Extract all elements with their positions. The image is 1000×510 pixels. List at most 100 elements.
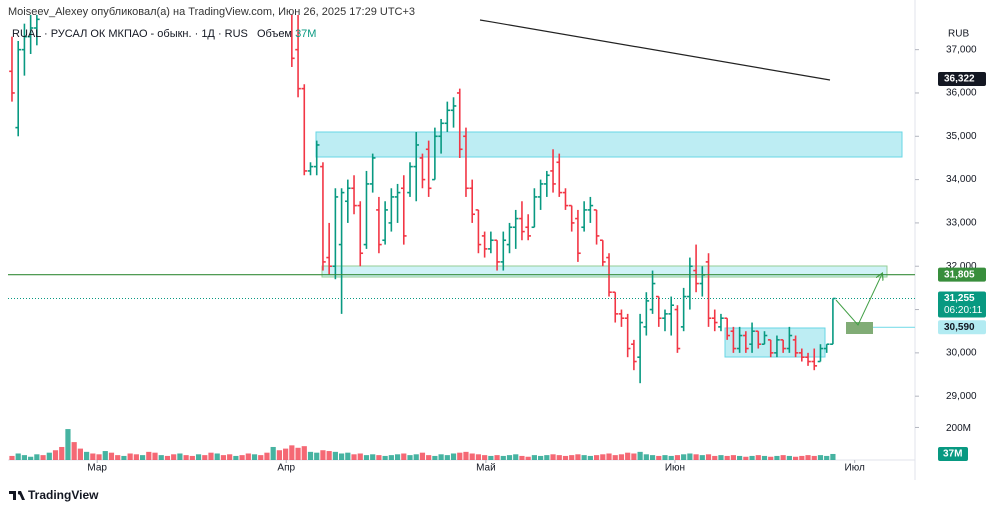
volume-bar [77, 448, 83, 460]
volume-bar [606, 453, 612, 460]
volume-bar [724, 455, 730, 460]
volume-bar [761, 455, 768, 460]
y-tick-label: 34,000 [946, 174, 977, 185]
volume-bar [388, 455, 394, 460]
volume-bar [469, 453, 475, 460]
volume-bar [158, 455, 164, 460]
volume-bar [556, 455, 562, 460]
volume-bar [569, 455, 575, 460]
currency: RUB [948, 29, 969, 40]
volume-bar [90, 453, 96, 460]
price-label: 31,805 [944, 269, 975, 280]
volume-bar [755, 455, 761, 460]
volume-bar [593, 455, 600, 460]
volume-bar [830, 453, 836, 460]
zone [315, 131, 903, 158]
volume-bar [432, 455, 438, 460]
axes: 29,00030,00031,00032,00033,00034,00035,0… [87, 44, 986, 474]
volume-bar [494, 455, 500, 460]
volume-bar [401, 453, 407, 460]
volume-bar [600, 454, 606, 460]
volume-bar [792, 456, 799, 460]
volume-last-box [938, 446, 968, 461]
moving-average [479, 19, 831, 81]
volume-bar [345, 452, 351, 460]
volume-bar [183, 455, 189, 460]
volume-bar [208, 452, 214, 460]
legend: RUAL · РУСАЛ ОК МКПАО - обыкн. · 1Д · RU… [12, 28, 316, 40]
volume-bar [426, 455, 432, 460]
x-tick-label: Май [476, 463, 496, 474]
volume-bar [674, 455, 681, 460]
volume-bar [84, 451, 90, 460]
volume-bar [71, 442, 77, 460]
price-pane [8, 15, 915, 384]
volume-bar [538, 455, 544, 460]
volume-bar [314, 452, 320, 460]
volume-bar [115, 455, 121, 460]
x-tick-label: Мар [87, 463, 107, 474]
volume-bar [233, 455, 239, 460]
volume-bar [438, 454, 444, 460]
volume-bar [625, 452, 631, 460]
volume-bar [245, 453, 251, 460]
legend-volume: Объем [257, 28, 292, 40]
volume-pane [9, 429, 836, 460]
volume-bar [276, 450, 283, 460]
volume-bar [693, 454, 699, 460]
zone [321, 265, 888, 278]
volume-last-label: 37M [943, 449, 962, 460]
y-tick-label: 30,000 [946, 348, 977, 359]
volume-bar [332, 451, 338, 460]
volume-bar [195, 454, 202, 460]
x-tick-label: Июн [665, 463, 685, 474]
volume-bar [718, 455, 724, 460]
volume-bar [376, 455, 382, 460]
volume-bar [34, 454, 40, 460]
volume-bar [382, 455, 388, 460]
volume-bar [301, 446, 307, 460]
y-tick-label: 32,000 [946, 261, 977, 272]
volume-bar [774, 455, 780, 460]
volume-bar [15, 453, 21, 460]
projection-arrow [835, 274, 882, 326]
volume-bar [139, 455, 146, 460]
volume-bar [307, 451, 314, 460]
volume-bar [121, 455, 127, 460]
volume-bar [768, 456, 774, 460]
volume-bar [171, 454, 177, 460]
price-label-box [938, 267, 986, 282]
volume-bar [799, 455, 805, 460]
volume-bar [482, 455, 488, 460]
volume-bar [108, 452, 115, 460]
volume-bar [687, 453, 693, 460]
price-label-box [938, 72, 986, 87]
volume-bar [519, 455, 525, 460]
legend-symbol: RUAL · РУСАЛ ОК МКПАО - обыкн. · 1Д · RU… [12, 28, 248, 40]
volume-bar [52, 450, 59, 460]
price-label: 36,322 [944, 74, 975, 85]
volume-bar [102, 451, 108, 460]
y-tick-label: 37,000 [946, 44, 977, 55]
volume-bar [649, 455, 656, 460]
volume-bar [562, 455, 569, 460]
volume-bar [743, 456, 749, 460]
volume-bar [612, 455, 618, 460]
volume-bar [780, 455, 786, 460]
volume-bar [295, 447, 301, 460]
volume-bar [475, 454, 482, 460]
volume-bar [357, 453, 363, 460]
volume-bar [749, 455, 755, 460]
volume-bar [59, 446, 65, 460]
volume-bar [258, 455, 264, 460]
price-label-box [938, 320, 986, 335]
volume-bar [805, 455, 811, 460]
volume-bar [531, 455, 537, 460]
volume-bar [681, 454, 687, 460]
volume-bar [270, 446, 276, 460]
volume-bar [394, 454, 401, 460]
volume-bar [127, 453, 133, 460]
volume-bar [618, 454, 625, 460]
volume-bar [133, 454, 139, 460]
